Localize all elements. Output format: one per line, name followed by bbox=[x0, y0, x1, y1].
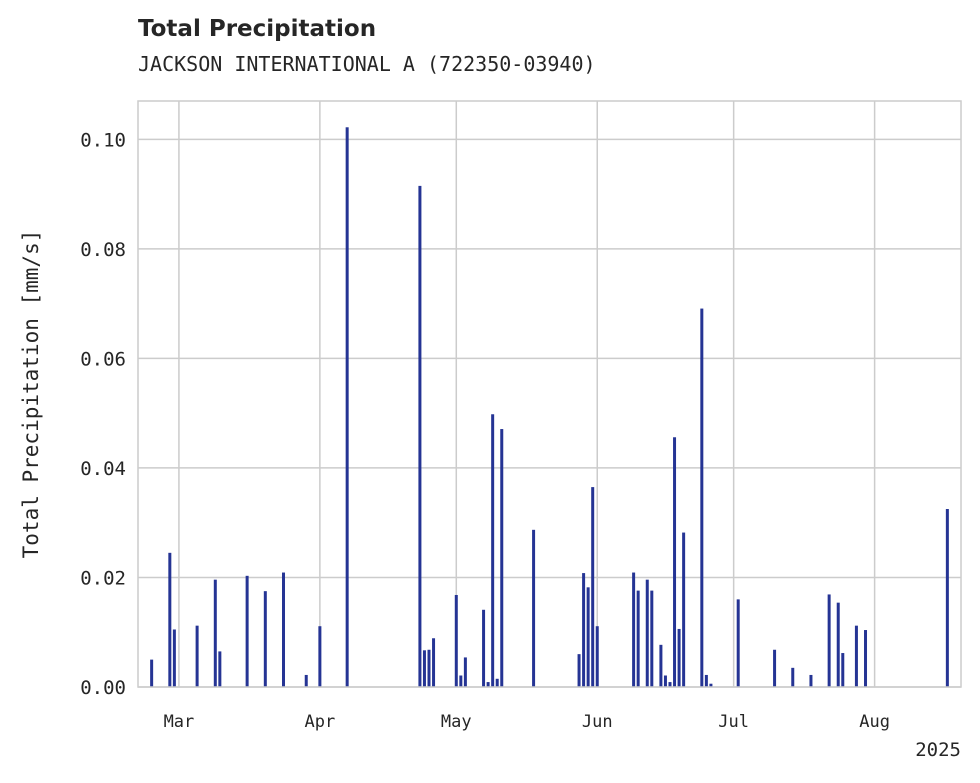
y-axis-ticks: 0.00 0.02 0.04 0.06 0.08 0.10 bbox=[80, 129, 126, 699]
precip-bar bbox=[854, 625, 858, 687]
y-tick-label: 0.00 bbox=[80, 677, 126, 699]
precip-bar bbox=[150, 659, 154, 687]
y-tick-label: 0.04 bbox=[80, 458, 126, 480]
precip-bar bbox=[809, 674, 813, 687]
y-tick-label: 0.10 bbox=[80, 129, 126, 151]
precip-bar bbox=[491, 414, 495, 687]
precip-bar bbox=[345, 127, 349, 688]
precip-bar bbox=[700, 308, 704, 687]
y-tick-label: 0.08 bbox=[80, 239, 126, 261]
x-axis-ticks: Mar Apr May Jun Jul Aug bbox=[164, 712, 890, 732]
y-tick-label: 0.02 bbox=[80, 567, 126, 589]
precip-bar bbox=[282, 572, 286, 687]
precip-bar bbox=[668, 682, 672, 687]
x-tick-label: Jun bbox=[582, 712, 613, 732]
precip-bar bbox=[595, 626, 599, 687]
y-axis-label: Total Precipitation [mm/s] bbox=[19, 230, 43, 559]
precip-bar bbox=[427, 649, 431, 687]
precip-bar bbox=[827, 594, 831, 687]
bars-series bbox=[150, 127, 949, 688]
precip-bar bbox=[591, 487, 595, 687]
precip-bar bbox=[650, 590, 654, 687]
x-tick-label: Mar bbox=[164, 712, 195, 732]
precip-bar bbox=[791, 667, 795, 687]
precip-bar bbox=[495, 678, 499, 687]
precip-bar bbox=[304, 674, 308, 687]
plot-area bbox=[138, 101, 961, 687]
precip-bar bbox=[263, 591, 267, 687]
precip-bar bbox=[463, 657, 467, 687]
precip-bar bbox=[582, 573, 586, 687]
precip-bar bbox=[645, 579, 649, 687]
x-tick-label: Apr bbox=[305, 712, 336, 732]
precip-bar bbox=[945, 509, 949, 687]
y-tick-label: 0.06 bbox=[80, 348, 126, 370]
x-axis-offset-label: 2025 bbox=[915, 739, 961, 761]
plot-frame bbox=[137, 100, 962, 688]
x-tick-label: Jul bbox=[718, 712, 749, 732]
precip-bar bbox=[500, 429, 504, 687]
precip-bar bbox=[486, 682, 490, 687]
precip-bar bbox=[213, 579, 217, 687]
precip-bar bbox=[682, 532, 686, 687]
precip-bar bbox=[836, 602, 840, 687]
x-tick-label: May bbox=[441, 712, 472, 732]
grid-lines bbox=[138, 101, 961, 688]
precip-bar bbox=[318, 626, 322, 687]
precip-bar bbox=[632, 572, 636, 687]
precip-bar bbox=[532, 529, 536, 687]
precip-bar bbox=[422, 650, 426, 687]
precip-bar bbox=[841, 653, 845, 687]
precip-bar bbox=[586, 587, 590, 687]
precip-bar bbox=[168, 552, 172, 687]
precip-bar bbox=[663, 675, 667, 687]
chart-title: Total Precipitation bbox=[138, 16, 377, 42]
precip-bar bbox=[704, 674, 708, 687]
precip-bar bbox=[482, 609, 486, 687]
precip-bar bbox=[736, 599, 740, 687]
precip-bar bbox=[709, 683, 713, 687]
precip-bar bbox=[673, 437, 677, 687]
precip-bar bbox=[864, 630, 868, 687]
x-tick-label: Aug bbox=[859, 712, 890, 732]
precip-bar bbox=[459, 675, 463, 687]
precip-bar bbox=[218, 651, 222, 687]
precip-bar bbox=[454, 594, 458, 687]
precip-bar bbox=[677, 628, 681, 687]
precip-bar bbox=[432, 638, 436, 687]
precip-bar bbox=[195, 625, 199, 687]
precip-bar bbox=[418, 185, 422, 687]
precip-bar bbox=[172, 629, 176, 687]
precip-bar bbox=[636, 590, 640, 687]
precip-bar bbox=[577, 654, 581, 687]
precip-bar bbox=[659, 644, 663, 687]
precip-bar bbox=[245, 575, 249, 687]
precip-bar bbox=[773, 649, 777, 687]
chart-subtitle: JACKSON INTERNATIONAL A (722350-03940) bbox=[138, 52, 596, 76]
